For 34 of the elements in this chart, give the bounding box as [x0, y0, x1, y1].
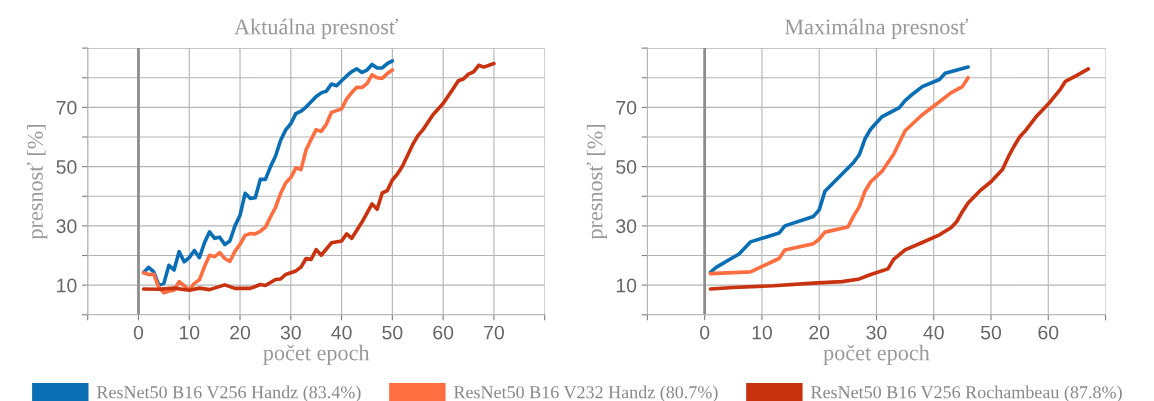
line-series: [708, 67, 1091, 291]
x-axis-title: počet epoch: [263, 344, 370, 365]
x-tick-label: 60: [1038, 325, 1059, 340]
x-tick-label: 20: [230, 325, 251, 340]
x-tick-label: 70: [484, 325, 504, 340]
chart-title: Maximálna presnosť: [785, 18, 969, 39]
y-tick-label: 70: [616, 100, 637, 115]
y-tick-label: 50: [616, 160, 637, 174]
y-tick-label: 30: [616, 219, 637, 234]
legend-label: ResNet50 B16 V256 Handz (83.4%): [96, 385, 361, 401]
y-tick-label: 30: [56, 219, 77, 234]
x-tick-label: 30: [280, 325, 301, 340]
x-tick-label: 50: [980, 325, 1002, 340]
y-tick-label: 50: [56, 160, 77, 174]
x-axis-title: počet epoch: [823, 344, 930, 365]
y-axis-title: presnosť [%]: [26, 124, 48, 240]
x-tick-label: 40: [331, 325, 352, 340]
y-tick-label: 10: [57, 278, 77, 293]
x-tick-label: 40: [923, 325, 944, 340]
y-tick-label: 10: [616, 278, 637, 293]
x-tick-label: 30: [866, 325, 887, 340]
chart-title: Aktuálna presnosť: [234, 18, 399, 39]
x-tick-label: 50: [382, 325, 403, 340]
x-tick-label: 10: [752, 325, 772, 340]
legend-label: ResNet50 B16 V232 Handz (80.7%): [453, 385, 718, 401]
line-series: [141, 61, 496, 292]
x-tick-label: 0: [700, 325, 710, 340]
x-tick-label: 0: [133, 325, 144, 340]
y-tick-label: 70: [56, 100, 77, 115]
y-axis-title: presnosť [%]: [586, 124, 608, 240]
x-tick-label: 10: [179, 325, 200, 340]
x-tick-label: 60: [433, 325, 454, 340]
legend-label: ResNet50 B16 V256 Rochambeau (87.8%): [811, 385, 1122, 401]
x-tick-label: 20: [809, 325, 830, 340]
